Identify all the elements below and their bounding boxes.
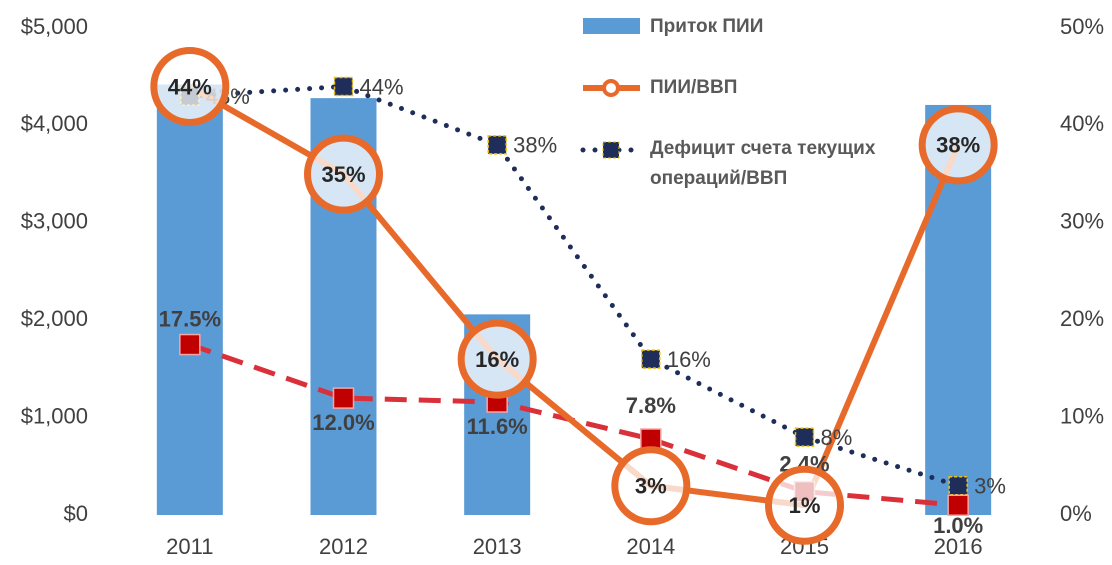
marker <box>487 135 507 155</box>
legend-label: Дефицит счета текущих операций/ВВП <box>650 138 876 189</box>
marker <box>765 465 844 545</box>
data-label: 1% <box>789 493 821 518</box>
data-label: 35% <box>321 162 365 187</box>
marker <box>641 349 661 369</box>
marker <box>948 476 968 496</box>
legend-label: ПИИ/ВВП <box>650 77 737 98</box>
x-tick-label: 2013 <box>473 534 522 559</box>
data-label: 7.8% <box>626 393 676 418</box>
data-label: 38% <box>513 133 557 158</box>
marker <box>457 319 537 399</box>
x-tick-label: 2016 <box>934 534 983 559</box>
marker <box>333 76 354 97</box>
y-tick-label: $5,000 <box>21 14 88 39</box>
data-label: 44% <box>168 74 212 99</box>
data-label: 8% <box>821 425 853 450</box>
y2-tick-label: 30% <box>1060 209 1104 234</box>
data-label: 44% <box>360 74 404 99</box>
data-label: 1.0% <box>933 513 983 538</box>
x-tick-label: 2011 <box>166 534 213 559</box>
data-label: 12.0% <box>312 410 374 435</box>
y2-tick-label: 50% <box>1060 14 1104 39</box>
y2-tick-label: 20% <box>1060 306 1104 331</box>
marker <box>918 105 998 185</box>
marker <box>611 446 691 526</box>
marker <box>179 333 201 356</box>
marker <box>304 134 383 214</box>
y-tick-label: $2,000 <box>21 306 88 331</box>
marker <box>332 387 355 409</box>
legend-swatch <box>583 18 640 34</box>
marker <box>150 46 230 126</box>
data-label: 16% <box>475 347 519 372</box>
marker <box>947 494 969 517</box>
marker <box>794 427 815 447</box>
marker <box>640 428 662 450</box>
data-label: 17.5% <box>159 306 221 331</box>
data-label: 3% <box>974 474 1006 499</box>
legend-swatch <box>602 141 620 159</box>
bar <box>156 84 223 515</box>
data-label: 11.6% <box>467 414 528 439</box>
y-tick-label: $1,000 <box>21 403 88 428</box>
y2-tick-label: 10% <box>1060 403 1104 428</box>
legend-swatch <box>602 79 620 97</box>
data-label: 16% <box>667 347 711 372</box>
y2-tick-label: 40% <box>1060 111 1104 136</box>
y-tick-label: $4,000 <box>21 111 88 136</box>
y-tick-label: $0 <box>64 501 88 526</box>
legend-label: Приток ПИИ <box>650 16 763 37</box>
x-tick-label: 2014 <box>626 534 675 559</box>
x-tick-label: 2012 <box>319 534 368 559</box>
y2-tick-label: 0% <box>1060 501 1092 526</box>
data-label: 3% <box>635 474 667 499</box>
y-tick-label: $3,000 <box>21 209 88 234</box>
data-label: 38% <box>936 133 980 158</box>
